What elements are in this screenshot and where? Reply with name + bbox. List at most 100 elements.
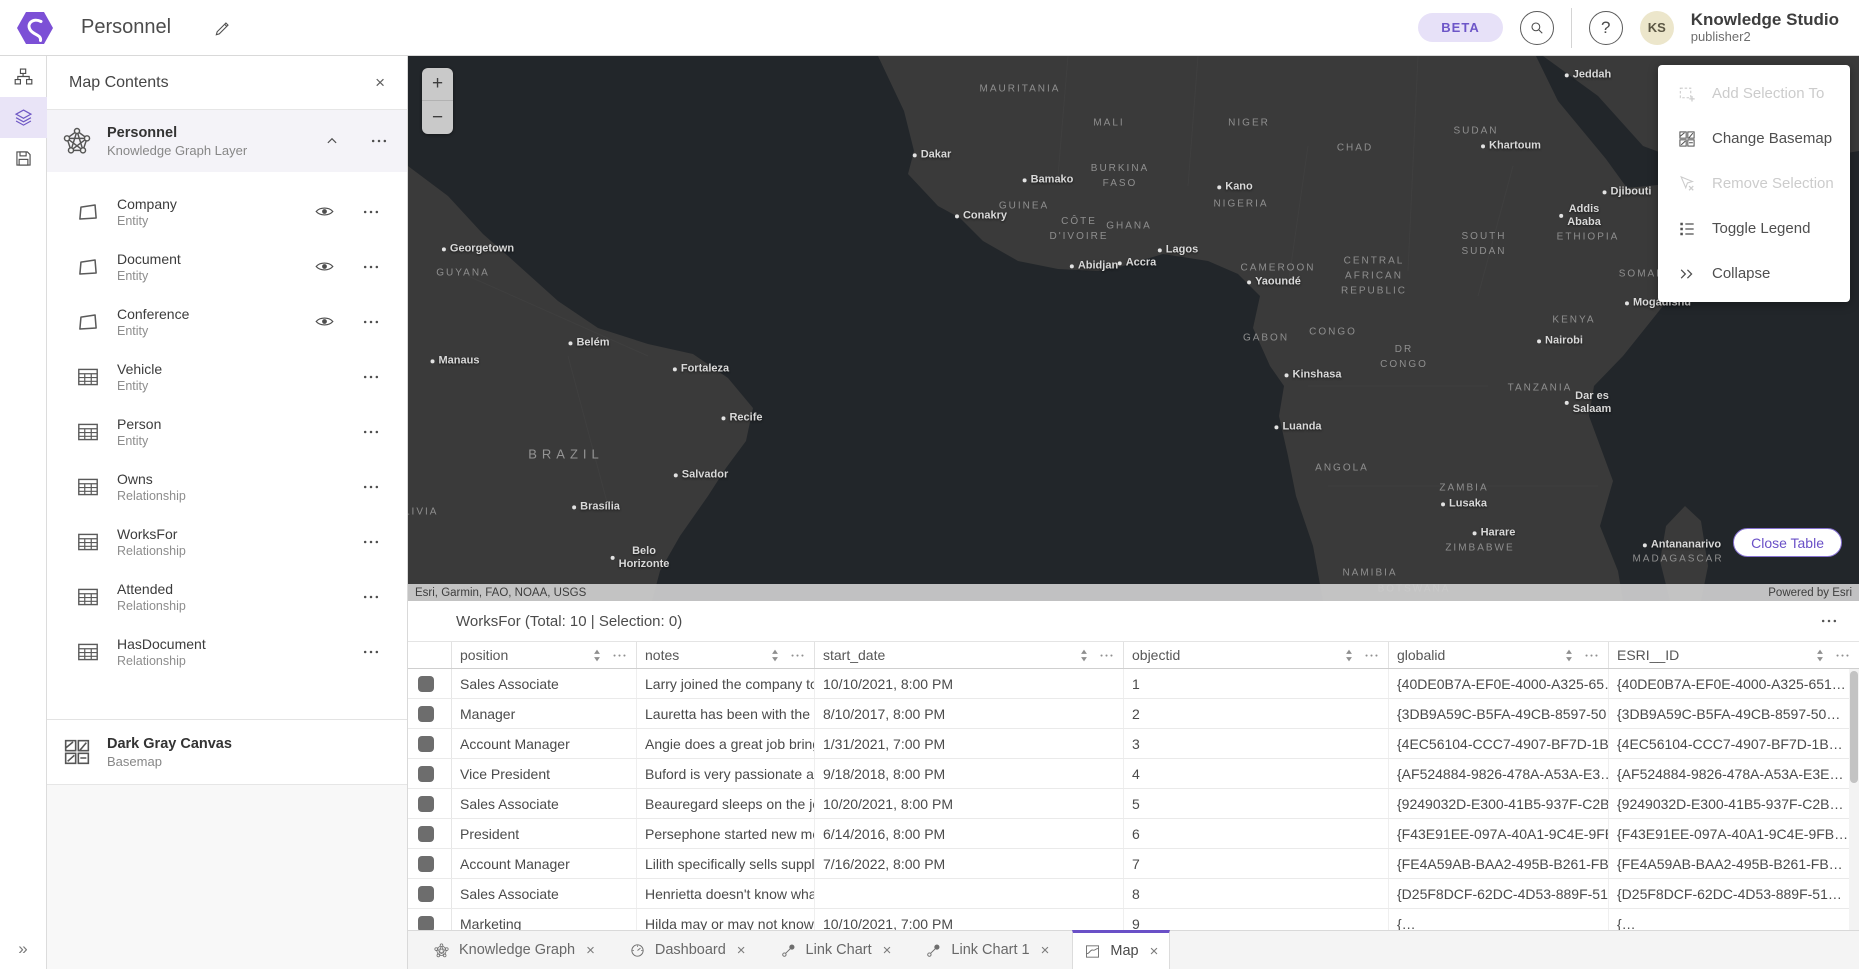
row-checkbox[interactable] <box>418 885 434 902</box>
search-button[interactable] <box>1519 10 1554 45</box>
tab-link-chart[interactable]: Link Chart × <box>769 931 903 969</box>
tab-link-chart-1[interactable]: Link Chart 1 × <box>914 931 1060 969</box>
help-button[interactable]: ? <box>1588 10 1623 45</box>
sort-icon[interactable] <box>1344 648 1354 663</box>
edit-title-icon[interactable] <box>213 18 233 38</box>
layer-item-vehicle[interactable]: Vehicle Entity <box>47 349 407 404</box>
zoom-in-button[interactable]: + <box>422 68 453 101</box>
map-attribution: Esri, Garmin, FAO, NOAA, USGS Powered by… <box>408 584 1859 601</box>
layer-name: Owns <box>117 470 153 487</box>
map-country-label: CHAD <box>1336 142 1374 154</box>
tab-close-icon[interactable]: × <box>1149 942 1159 960</box>
table-options-icon[interactable] <box>1819 611 1839 631</box>
th-start-date[interactable]: start_date <box>815 642 1124 668</box>
th-esri-id[interactable]: ESRI__ID <box>1609 642 1859 668</box>
rail-data-model-button[interactable] <box>0 56 47 97</box>
sort-icon[interactable] <box>770 648 780 663</box>
zoom-out-button[interactable]: − <box>422 101 453 134</box>
sort-icon[interactable] <box>1079 648 1089 663</box>
basemap-item[interactable]: Dark Gray Canvas Basemap <box>47 720 407 784</box>
map-country-label: MALI <box>1093 117 1125 129</box>
cell-select <box>408 909 452 930</box>
tab-close-icon[interactable]: × <box>882 941 892 959</box>
layer-item-document[interactable]: Document Entity <box>47 239 407 294</box>
table-scrollbar[interactable] <box>1849 669 1859 930</box>
layer-text: WorksFor Relationship <box>117 526 186 558</box>
city-name: Djibouti <box>1610 185 1652 198</box>
city-name: Salvador <box>681 468 729 481</box>
layer-item-attended[interactable]: Attended Relationship <box>47 569 407 624</box>
tab-map[interactable]: Map × <box>1072 930 1171 969</box>
column-menu-icon[interactable] <box>611 647 628 664</box>
layer-group-personnel[interactable]: Personnel Knowledge Graph Layer <box>47 110 407 172</box>
th-position[interactable]: position <box>452 642 637 668</box>
tab-dashboard[interactable]: Dashboard × <box>618 931 757 969</box>
city-dot <box>1117 261 1122 265</box>
sort-icon[interactable] <box>1564 648 1574 663</box>
th-notes[interactable]: notes <box>637 642 815 668</box>
column-menu-icon[interactable] <box>1098 647 1115 664</box>
map-canvas[interactable]: Jeddah Khartoum Dakar Bamako Kano Djibouti Con… <box>408 56 1859 601</box>
rail-expand-button[interactable]: » <box>18 939 28 958</box>
tab-close-icon[interactable]: × <box>1040 941 1050 959</box>
visibility-eye-icon[interactable] <box>314 256 335 277</box>
map-city-label: Abidjan <box>1069 259 1118 272</box>
sort-icon[interactable] <box>592 648 602 663</box>
layer-name: Document <box>117 250 181 267</box>
chevron-up-icon[interactable] <box>323 132 341 150</box>
layer-item-conference[interactable]: Conference Entity <box>47 294 407 349</box>
menu-item-change-basemap[interactable]: Change Basemap <box>1658 116 1850 161</box>
map-country-label: TANZANIA <box>1507 382 1573 394</box>
row-checkbox[interactable] <box>418 795 434 812</box>
column-label: position <box>460 647 509 663</box>
row-checkbox[interactable] <box>418 675 434 692</box>
column-menu-icon[interactable] <box>1834 647 1851 664</box>
column-menu-icon[interactable] <box>789 647 806 664</box>
layer-item-worksfor[interactable]: WorksFor Relationship <box>47 514 407 569</box>
layer-options-icon[interactable] <box>361 422 381 442</box>
row-checkbox[interactable] <box>418 825 434 842</box>
layer-options-icon[interactable] <box>361 202 381 222</box>
close-table-button[interactable]: Close Table <box>1733 528 1842 557</box>
row-checkbox[interactable] <box>418 735 434 752</box>
sort-icon[interactable] <box>1815 648 1825 663</box>
menu-item-collapse[interactable]: Collapse <box>1658 251 1850 296</box>
tab-knowledge-graph[interactable]: Knowledge Graph × <box>422 931 606 969</box>
layer-item-company[interactable]: Company Entity <box>47 184 407 239</box>
user-avatar[interactable]: KS <box>1639 10 1674 45</box>
layer-options-icon[interactable] <box>361 312 381 332</box>
tab-close-icon[interactable]: × <box>736 941 746 959</box>
layer-options-icon[interactable] <box>361 642 381 662</box>
menu-item-toggle-legend[interactable]: Toggle Legend <box>1658 206 1850 251</box>
layer-options-icon[interactable] <box>361 367 381 387</box>
layer-item-hasdocument[interactable]: HasDocument Relationship <box>47 624 407 679</box>
map-city-label: Kano <box>1217 180 1253 193</box>
city-dot <box>1564 73 1569 77</box>
tab-close-icon[interactable]: × <box>586 941 595 959</box>
row-checkbox[interactable] <box>418 915 434 930</box>
layer-item-owns[interactable]: Owns Relationship <box>47 459 407 514</box>
th-objectid[interactable]: objectid <box>1124 642 1389 668</box>
rail-map-contents-button[interactable] <box>0 97 47 138</box>
layer-options-icon[interactable] <box>361 257 381 277</box>
layer-options-icon[interactable] <box>361 532 381 552</box>
city-dot <box>1274 425 1279 429</box>
rail-save-button[interactable] <box>0 138 47 179</box>
group-options-icon[interactable] <box>369 131 389 151</box>
layer-options-icon[interactable] <box>361 477 381 497</box>
visibility-eye-icon[interactable] <box>314 311 335 332</box>
column-menu-icon[interactable] <box>1363 647 1380 664</box>
column-menu-icon[interactable] <box>1583 647 1600 664</box>
th-globalid[interactable]: globalid <box>1389 642 1609 668</box>
row-checkbox[interactable] <box>418 765 434 782</box>
map-city-label: Recife <box>721 411 763 424</box>
layer-item-person[interactable]: Person Entity <box>47 404 407 459</box>
row-checkbox[interactable] <box>418 855 434 872</box>
cell-objectid: 6 <box>1124 819 1389 848</box>
visibility-eye-icon[interactable] <box>314 201 335 222</box>
row-checkbox[interactable] <box>418 705 434 722</box>
layer-type: Entity <box>117 433 149 448</box>
layer-options-icon[interactable] <box>361 587 381 607</box>
panel-close-icon[interactable]: × <box>375 72 385 92</box>
map-city-label: Belo Horizonte <box>610 545 669 571</box>
